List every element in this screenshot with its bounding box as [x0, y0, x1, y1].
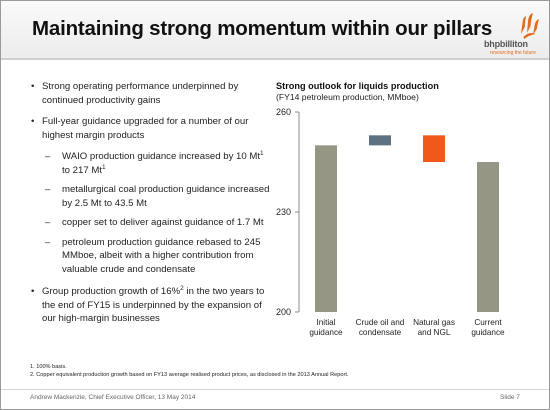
- footer-divider: [0, 389, 550, 390]
- growth-text-start: Group production growth of 16%: [42, 286, 181, 297]
- logo-wordmark: bhpbilliton: [484, 39, 528, 49]
- y-tick-label-200: 200: [276, 307, 291, 317]
- y-tick-label-260: 260: [276, 107, 291, 117]
- bar-2: [423, 135, 445, 162]
- slide-title: Maintaining strong momentum within our p…: [32, 17, 493, 40]
- sub-bullet-waio: WAIO production guidance increased by 10…: [30, 150, 270, 177]
- bullet-list: Strong operating performance underpinned…: [30, 80, 270, 334]
- bar-1: [369, 135, 391, 146]
- waio-text-start: WAIO production guidance increased by 10…: [62, 151, 261, 162]
- bhp-billiton-logo-icon: [521, 13, 539, 39]
- chart-subtitle: (FY14 petroleum production, MMboe): [276, 92, 419, 102]
- bullet-guidance-upgraded: Full-year guidance upgraded for a number…: [30, 115, 270, 142]
- sub-bullet-copper: copper set to deliver against guidance o…: [30, 216, 270, 230]
- x-category-label-3-0: Current: [474, 318, 502, 327]
- x-category-label-0-1: guidance: [309, 328, 343, 337]
- footnote-2: 2. Copper equivalent production growth b…: [30, 372, 349, 378]
- waio-text-mid: to 217 Mt: [62, 164, 102, 176]
- slide-header: [0, 0, 550, 58]
- x-category-label-2-1: and NGL: [418, 328, 451, 337]
- x-category-label-2-0: Natural gas: [413, 318, 455, 327]
- bar-0: [315, 145, 337, 312]
- slide-number: Slide 7: [500, 394, 520, 401]
- footnote-ref-1: 1: [260, 150, 264, 157]
- x-category-label-1-0: Crude oil and: [356, 318, 405, 327]
- sub-bullet-met-coal: metallurgical coal production guidance i…: [30, 183, 270, 210]
- x-category-label-1-1: condensate: [359, 328, 402, 337]
- bullet-group-growth: Group production growth of 16%2 in the t…: [30, 285, 270, 326]
- footnote-ref-1b: 1: [102, 163, 106, 171]
- bar-3: [477, 162, 499, 312]
- x-category-label-3-1: guidance: [471, 328, 505, 337]
- chart-title: Strong outlook for liquids production: [276, 81, 439, 91]
- footnotes: 1. 100% basis. 2. Copper equivalent prod…: [30, 363, 348, 379]
- footnote-ref-2: 2: [180, 285, 184, 292]
- header-divider: [0, 58, 550, 60]
- x-category-label-0-0: Initial: [316, 318, 335, 327]
- y-tick-label-230: 230: [276, 207, 291, 217]
- logo-tagline: resourcing the future: [490, 50, 536, 56]
- footnote-1: 1. 100% basis.: [30, 364, 67, 370]
- sub-bullet-petroleum: petroleum production guidance rebased to…: [30, 236, 270, 277]
- footer-presenter: Andrew Mackenzie, Chief Executive Office…: [30, 394, 196, 401]
- bullet-operating-performance: Strong operating performance underpinned…: [30, 80, 270, 107]
- growth-text-end: in the two years to the end of FY15 is u…: [42, 286, 265, 324]
